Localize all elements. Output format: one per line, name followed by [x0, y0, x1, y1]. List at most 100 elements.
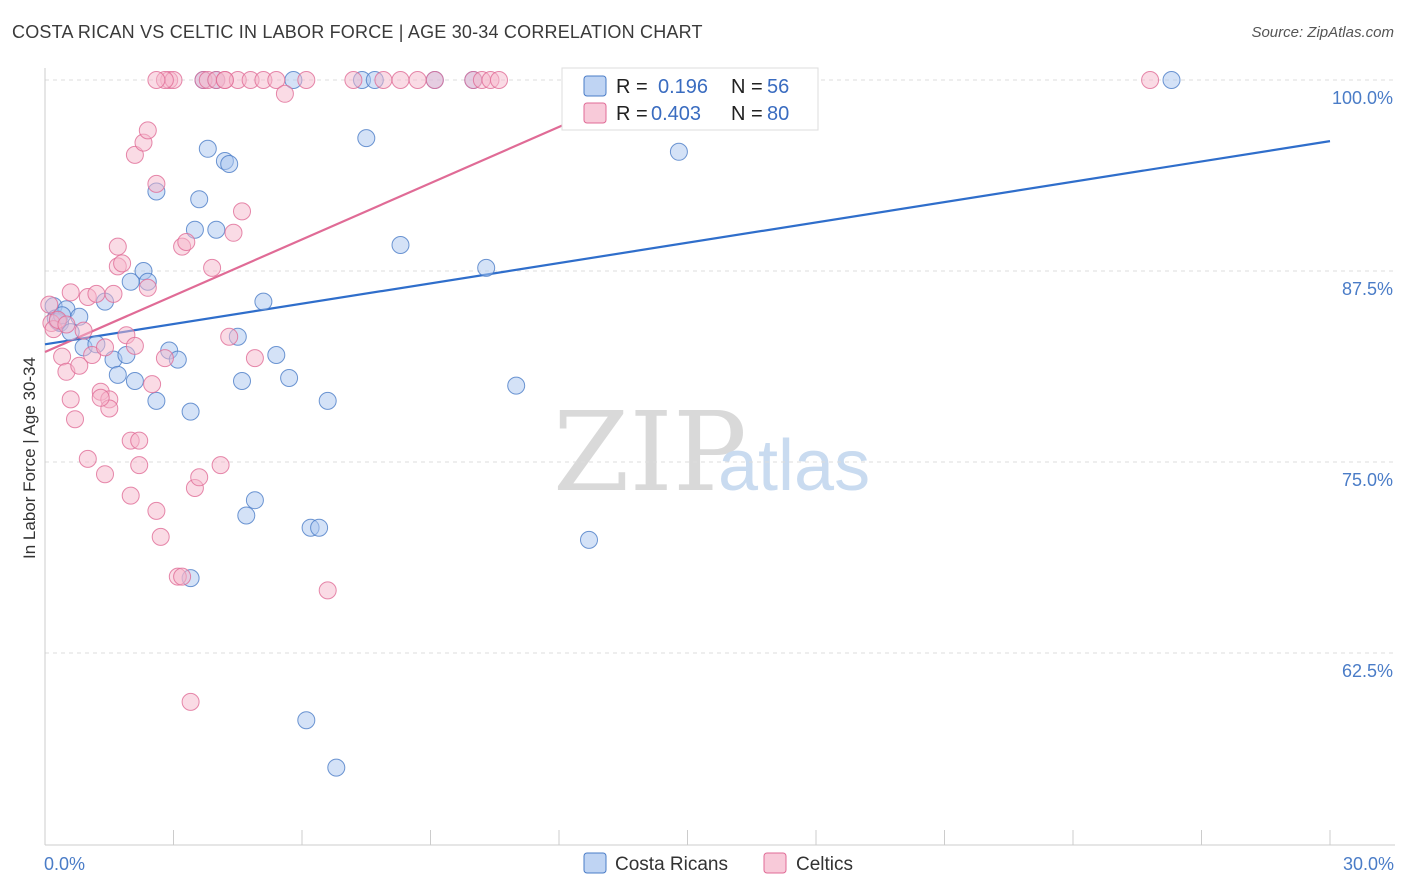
- legend-pink-r-label: R =: [616, 103, 648, 125]
- chart-title: COSTA RICAN VS CELTIC IN LABOR FORCE | A…: [12, 22, 703, 42]
- y-axis-label: In Labor Force | Age 30-34: [20, 357, 39, 559]
- bottom-legend-blue-swatch: [583, 852, 607, 874]
- costa-rican-point: [310, 518, 329, 537]
- celtic-point: [125, 336, 144, 355]
- celtic-point: [211, 456, 230, 475]
- celtic-point: [130, 456, 149, 475]
- bottom-legend-celtics: Celtics: [796, 854, 853, 875]
- costa-rican-point: [391, 236, 410, 254]
- celtic-point: [147, 71, 166, 89]
- celtic-point: [408, 71, 427, 89]
- celtic-point: [87, 284, 106, 303]
- costa-rican-point: [198, 139, 217, 158]
- celtic-point: [57, 315, 76, 334]
- costa-rican-point: [245, 491, 264, 510]
- costa-rican-point: [580, 530, 598, 549]
- celtic-point: [1141, 71, 1160, 89]
- watermark-atlas: atlas: [718, 426, 870, 506]
- celtic-point: [121, 486, 140, 505]
- y-tick-label: 75.0%: [1342, 470, 1393, 490]
- celtic-point: [138, 121, 157, 140]
- bottom-legend-costa-ricans: Costa Ricans: [615, 854, 728, 875]
- celtic-point: [267, 71, 286, 89]
- costa-rican-point: [280, 369, 299, 387]
- celtic-point: [151, 527, 170, 546]
- costa-rican-point: [181, 402, 200, 421]
- costa-rican-point: [357, 129, 376, 148]
- costa-rican-point: [1162, 71, 1181, 89]
- chart-source: Source: ZipAtlas.com: [1251, 24, 1394, 41]
- x-tick-label: 0.0%: [44, 854, 85, 874]
- celtic-point: [391, 71, 410, 89]
- costa-rican-point: [254, 292, 273, 311]
- y-tick-labels: 100.0% 87.5% 75.0% 62.5%: [1332, 88, 1393, 681]
- celtic-point: [104, 284, 123, 303]
- costa-rican-point: [233, 372, 251, 390]
- celtic-point: [155, 349, 174, 368]
- y-tick-label: 100.0%: [1332, 88, 1393, 108]
- celtic-point: [125, 145, 144, 164]
- costa-rican-trend-line: [44, 140, 1331, 346]
- y-tick-label: 87.5%: [1342, 279, 1393, 299]
- legend-pink-r-value: 0.403: [651, 103, 701, 125]
- costa-rican-point: [477, 258, 496, 277]
- celtic-point: [203, 258, 222, 277]
- legend-blue-n-label: N =: [731, 76, 763, 98]
- celtic-point: [91, 388, 110, 407]
- celtic-point: [96, 465, 114, 484]
- costa-rican-point: [108, 365, 127, 384]
- celtic-point: [275, 84, 294, 103]
- legend-blue-r-label: R =: [616, 76, 648, 98]
- bottom-legend-pink-swatch: [763, 852, 787, 874]
- x-tick-label: 30.0%: [1343, 854, 1394, 874]
- celtic-point: [490, 71, 508, 89]
- celtic-point: [344, 71, 363, 89]
- celtic-point: [61, 283, 80, 302]
- y-tick-label: 62.5%: [1342, 661, 1393, 681]
- celtic-point: [66, 410, 84, 429]
- costa-rican-point: [669, 142, 688, 161]
- celtic-point: [425, 71, 444, 89]
- costa-rican-point: [207, 220, 226, 239]
- celtic-point: [78, 449, 97, 468]
- celtic-point: [53, 347, 72, 366]
- celtic-point: [245, 349, 264, 368]
- celtic-point: [215, 71, 234, 89]
- x-tick-labels: 0.0% 30.0%: [44, 854, 1394, 874]
- watermark-zip: ZIP: [553, 388, 747, 516]
- legend-box: R = 0.196 N = 56 R = 0.403 N = 80: [561, 67, 819, 131]
- celtic-point: [181, 692, 200, 711]
- costa-rican-point: [125, 372, 144, 390]
- celtic-point: [297, 71, 316, 89]
- legend-blue-n-value: 56: [767, 76, 789, 98]
- celtic-point: [233, 202, 251, 221]
- celtic-point: [108, 237, 127, 256]
- legend-pink-n-value: 80: [767, 103, 789, 125]
- celtic-point: [147, 501, 166, 520]
- costa-rican-point: [190, 190, 209, 209]
- celtic-point: [177, 233, 196, 251]
- celtic-point: [147, 174, 166, 193]
- celtic-point: [374, 71, 393, 89]
- axes: [44, 68, 1395, 846]
- celtic-point: [74, 321, 93, 340]
- legend-pink-swatch: [583, 102, 607, 124]
- celtic-point: [143, 375, 162, 394]
- costa-rican-point: [237, 506, 256, 525]
- costa-rican-point: [318, 391, 337, 410]
- gridlines: [45, 79, 1395, 654]
- celtic-point: [138, 278, 157, 297]
- celtic-point: [318, 581, 337, 600]
- legend-blue-swatch: [583, 75, 607, 97]
- celtic-point: [70, 356, 89, 375]
- celtic-point: [173, 567, 192, 586]
- costa-rican-point: [147, 391, 166, 410]
- costa-rican-point: [297, 711, 316, 730]
- celtic-point: [130, 431, 149, 450]
- costa-rican-point: [267, 346, 286, 364]
- celtic-point: [61, 390, 80, 409]
- costa-rican-point: [220, 155, 239, 173]
- celtic-point: [40, 295, 59, 314]
- celtic-point: [96, 338, 114, 357]
